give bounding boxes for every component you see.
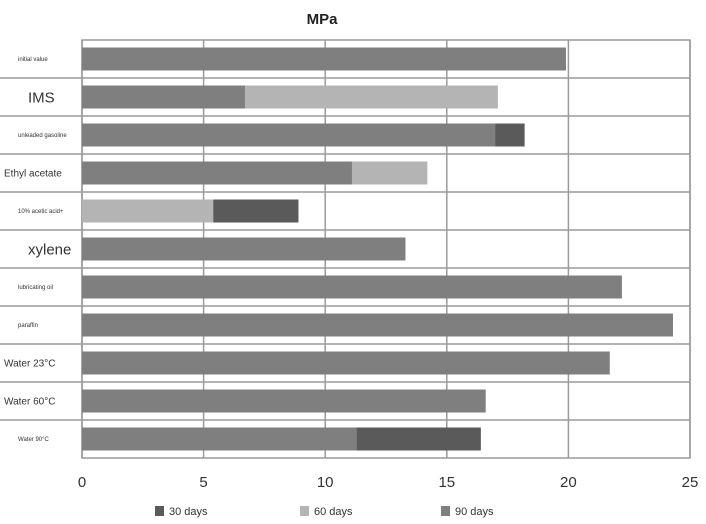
bar-90-days — [82, 351, 610, 375]
bar-90-days — [82, 237, 406, 261]
x-tick-label: 20 — [560, 474, 577, 491]
category-label: Water 23°C — [4, 359, 55, 370]
bar-90-days — [82, 123, 496, 147]
category-label: xylene — [28, 241, 71, 258]
legend-swatch — [300, 506, 309, 516]
category-label: IMS — [28, 89, 55, 106]
category-label: Water 60°C — [4, 397, 55, 408]
category-label: initial value — [18, 57, 48, 63]
bar-90-days — [82, 85, 245, 109]
legend-label: 30 days — [169, 506, 208, 518]
bar-90-days — [82, 275, 622, 299]
legend-swatch — [441, 506, 450, 516]
x-tick-label: 10 — [317, 474, 334, 491]
legend-label: 90 days — [455, 506, 494, 518]
category-label: Ethyl acetate — [4, 169, 62, 180]
chart-title: MPa — [307, 11, 339, 28]
bar-90-days — [82, 427, 357, 451]
bar-90-days — [82, 47, 566, 71]
bar-90-days — [82, 389, 486, 413]
x-axis: 0 5 10 15 20 25 — [78, 474, 699, 491]
x-tick-label: 25 — [682, 474, 699, 491]
category-label: Water 90°C — [18, 437, 50, 443]
x-tick-label: 15 — [438, 474, 455, 491]
legend: 30 days 60 days 90 days — [155, 506, 494, 518]
bar-60-days — [82, 199, 214, 223]
category-label: paraffin — [18, 323, 38, 329]
category-label: unleaded gasoline — [18, 133, 67, 139]
legend-label: 60 days — [314, 506, 353, 518]
category-label: 10% acetic acid+ — [18, 209, 64, 215]
category-labels: initial value IMS unleaded gasoline Ethyl a… — [4, 57, 71, 443]
bar-90-days — [82, 161, 352, 185]
category-label: lubricating oil — [18, 285, 53, 291]
x-tick-label: 0 — [78, 474, 86, 491]
legend-swatch — [155, 506, 164, 516]
bar-90-days — [82, 313, 673, 337]
plot-area — [0, 39, 691, 459]
x-tick-label: 5 — [199, 474, 207, 491]
